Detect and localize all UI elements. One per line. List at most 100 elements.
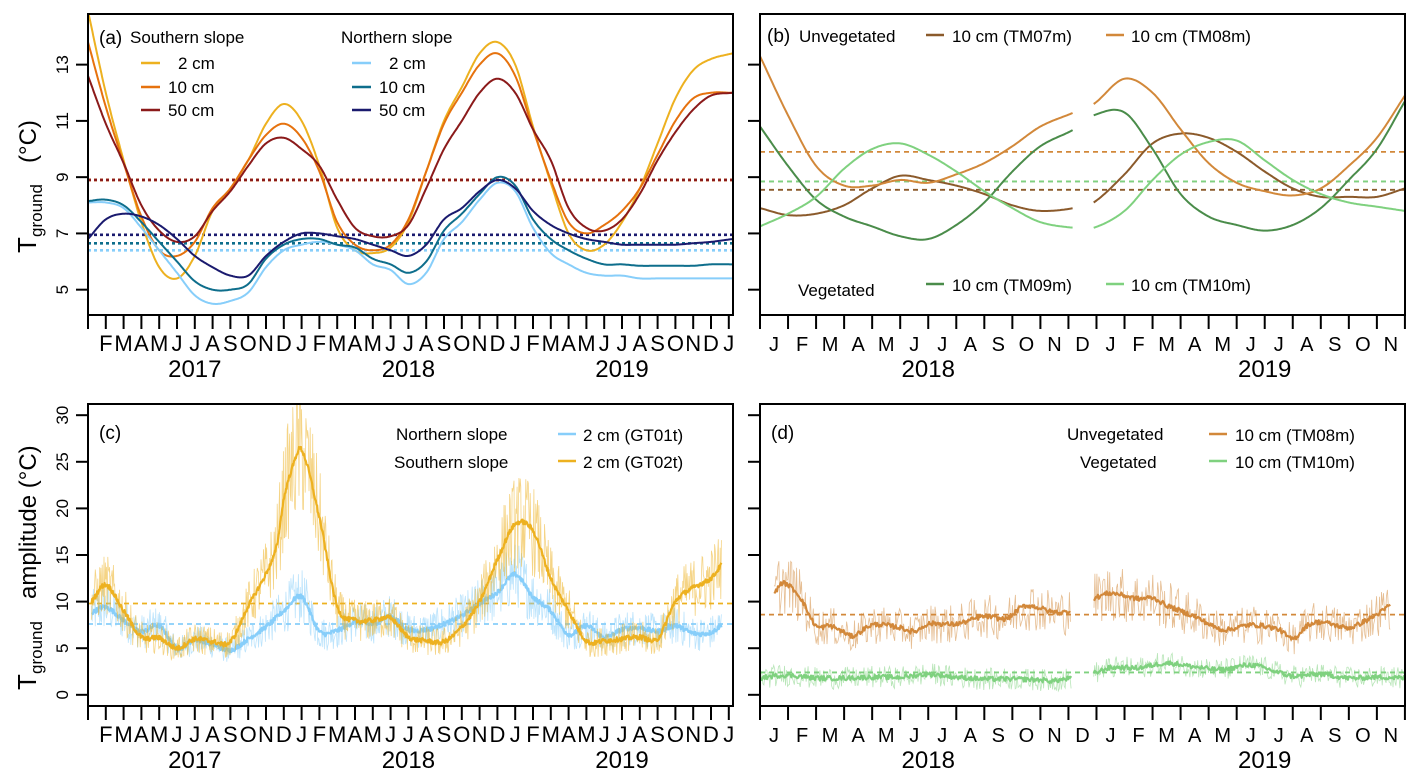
x-tick-label: J — [1106, 725, 1116, 747]
x-tick-label: J — [1274, 725, 1284, 747]
y-tick-label: 11 — [53, 112, 72, 130]
series-line-10-cm-tm10m — [760, 671, 1073, 685]
year-label: 2019 — [1238, 747, 1291, 774]
x-tick-label: M — [1158, 725, 1175, 747]
y-tick-label: 25 — [53, 452, 72, 471]
series-line-10-cm-tm07m — [760, 174, 1073, 217]
x-tick-label: J — [723, 722, 734, 747]
x-tick-label: J — [1106, 334, 1116, 356]
x-tick-label: A — [1188, 334, 1202, 356]
x-tick-label: J — [909, 334, 919, 356]
legend-label-tm07m: 10 cm (TM07m) — [952, 27, 1072, 46]
series-line-10-cm-tm10m — [1092, 660, 1405, 681]
x-tick-label: M — [822, 725, 839, 747]
x-tick-label: F — [1132, 334, 1144, 356]
y-tick-label: 5 — [53, 285, 72, 294]
x-tick-label: M — [577, 331, 595, 356]
series-line-2-cm-gt02t — [90, 445, 723, 651]
x-tick-label: N — [1047, 725, 1061, 747]
year-label: 2017 — [168, 356, 221, 383]
x-tick-label: F — [1132, 725, 1144, 747]
panel-b-legend-title-vegetated: Vegetated — [798, 281, 875, 300]
series-line-10-cm-tm09m — [1093, 100, 1405, 232]
x-tick-label: A — [205, 331, 220, 356]
x-tick-label: A — [134, 722, 149, 747]
daily-trace-10-cm-tm10m — [760, 663, 1072, 693]
series-line-10-cm-tm08m — [760, 55, 1073, 189]
x-tick-label: O — [667, 722, 684, 747]
x-tick-label: S — [992, 334, 1005, 356]
panel-d-series-layer — [760, 560, 1405, 693]
x-tick-label: N — [1384, 725, 1398, 747]
legend-label-southern-10cm: 10 cm — [168, 78, 214, 97]
daily-trace-10-cm-tm08m — [773, 560, 1071, 652]
legend-label-tm08m: 10 cm (TM08m) — [1131, 27, 1251, 46]
x-tick-label: A — [419, 331, 434, 356]
series-line-northern-50-cm — [88, 178, 733, 279]
x-tick-label: A — [964, 725, 978, 747]
panel-a-series-layer — [88, 14, 733, 305]
x-tick-label: A — [851, 334, 865, 356]
y-axis-title-main: T — [12, 674, 42, 690]
x-tick-label: A — [561, 722, 576, 747]
legend-label-southern-50cm: 50 cm — [168, 101, 214, 120]
panel-c-series-layer — [88, 404, 733, 662]
x-tick-label: M — [542, 331, 560, 356]
x-tick-label: J — [599, 331, 610, 356]
x-tick-label: F — [526, 331, 539, 356]
x-tick-label: S — [650, 331, 665, 356]
panel-b-series-layer — [760, 55, 1405, 241]
x-tick-label: J — [296, 722, 307, 747]
year-label: 2019 — [595, 747, 648, 774]
x-tick-label: A — [419, 722, 434, 747]
x-tick-label: D — [489, 331, 505, 356]
x-tick-label: F — [99, 722, 112, 747]
x-tick-label: J — [385, 722, 396, 747]
daily-trace-10-cm-tm08m — [1093, 568, 1391, 655]
year-label: 2018 — [902, 356, 955, 383]
x-tick-label: M — [114, 331, 132, 356]
legend-label-gt01t: 2 cm (GT01t) — [583, 426, 683, 445]
series-line-southern-2-cm — [88, 14, 733, 280]
x-tick-label: J — [510, 722, 521, 747]
x-tick-label: D — [276, 722, 292, 747]
series-line-10-cm-tm08m — [1093, 590, 1391, 641]
series-line-10-cm-tm10m — [1093, 138, 1405, 229]
x-tick-label: O — [1355, 334, 1371, 356]
x-tick-label: J — [172, 722, 183, 747]
x-tick-label: N — [258, 331, 274, 356]
panel-a-label: (a) — [99, 28, 122, 49]
x-tick-label: A — [632, 331, 647, 356]
y-axis-title-unit: amplitude (°C) — [15, 445, 42, 599]
x-tick-label: J — [296, 331, 307, 356]
x-tick-label: N — [472, 331, 488, 356]
panel-d-frame — [759, 403, 1406, 707]
x-tick-label: A — [1300, 334, 1314, 356]
legend-label-tm10m: 10 cm (TM10m) — [1131, 276, 1251, 295]
series-line-northern-2-cm — [88, 181, 733, 305]
x-tick-label: O — [453, 331, 470, 356]
x-tick-label: A — [134, 331, 149, 356]
panel-c-label: (c) — [99, 423, 121, 444]
y-axis-title-main: T — [12, 237, 42, 253]
series-line-10-cm-tm07m — [1093, 132, 1405, 204]
panel-d-label: (d) — [771, 423, 794, 444]
x-tick-label: J — [937, 334, 947, 356]
x-tick-label: N — [1047, 334, 1061, 356]
y-tick-label: 7 — [53, 229, 72, 238]
year-label: 2019 — [1238, 356, 1291, 383]
year-label: 2018 — [382, 747, 435, 774]
y-tick-label: 10 — [53, 592, 72, 611]
x-tick-label: O — [1355, 725, 1371, 747]
panel-b-frame — [759, 13, 1406, 316]
x-tick-label: S — [992, 725, 1005, 747]
series-line-10-cm-tm08m — [773, 579, 1071, 640]
y-tick-label: 13 — [53, 55, 72, 74]
x-tick-label: M — [577, 722, 595, 747]
x-tick-label: N — [685, 722, 701, 747]
x-tick-label: M — [364, 722, 382, 747]
